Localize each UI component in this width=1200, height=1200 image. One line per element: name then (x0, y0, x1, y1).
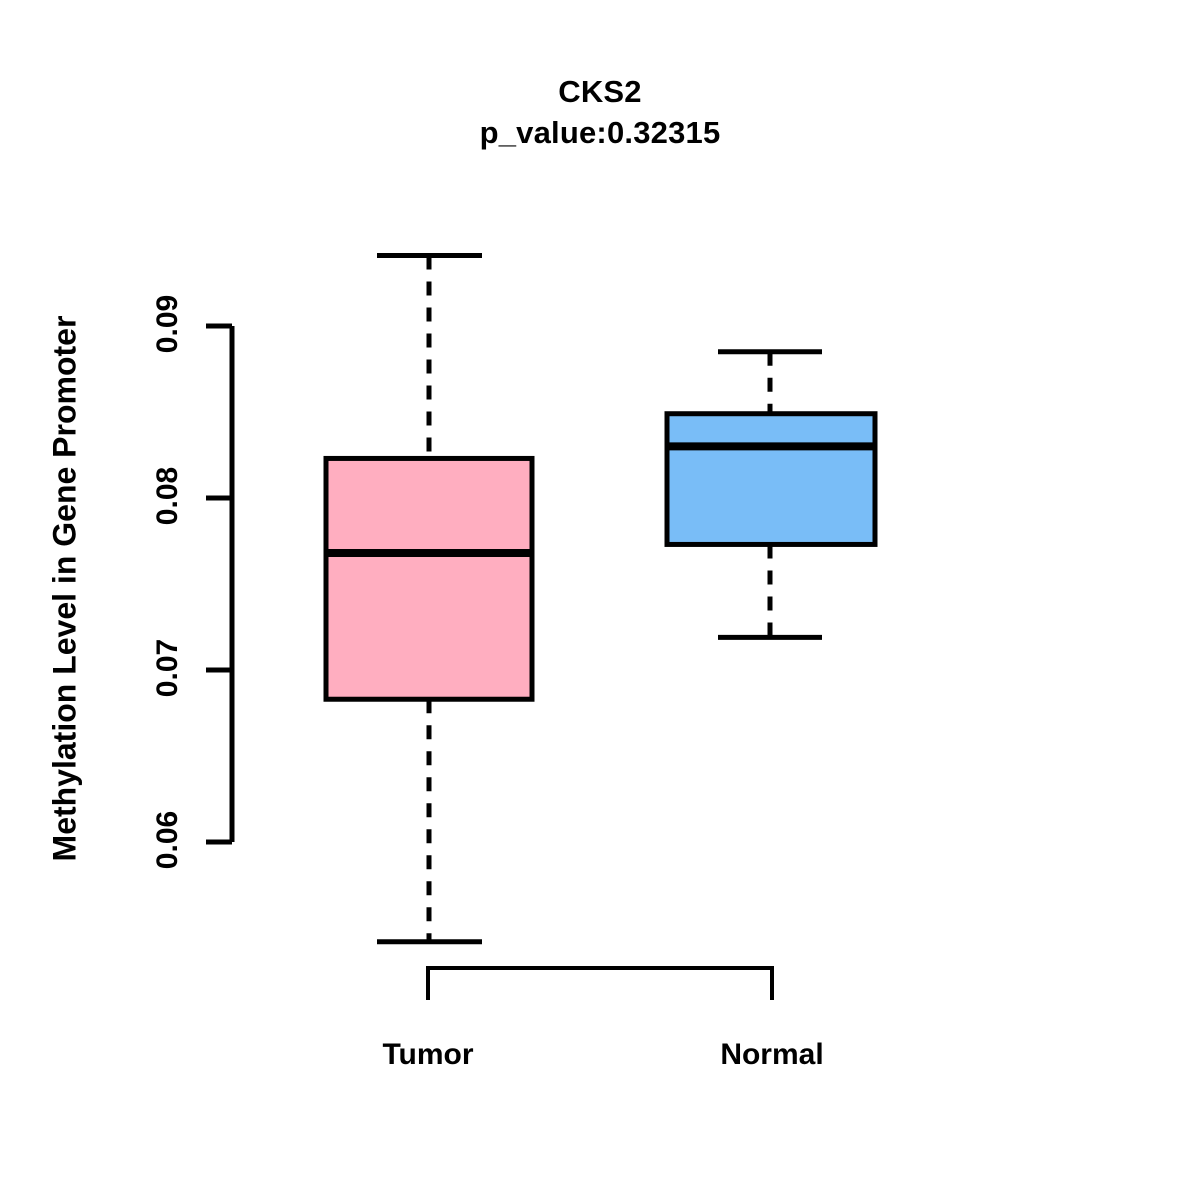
box-tumor[interactable] (323, 455, 535, 702)
box-normal[interactable] (664, 411, 878, 547)
chart-subtitle-pvalue: p_value:0.32315 (479, 115, 721, 150)
x-axis-bracket (426, 966, 774, 1000)
x-tick-label-normal: Normal (720, 1038, 824, 1071)
chart-title: CKS2 (558, 74, 642, 109)
box-group-tumor[interactable] (323, 252, 535, 945)
chart-title-block: CKS2 p_value:0.32315 (0, 72, 1200, 154)
x-tick-label-tumor: Tumor (382, 1038, 474, 1071)
y-axis (206, 323, 235, 845)
x-axis (426, 966, 774, 1000)
box-group-normal[interactable] (664, 349, 878, 640)
